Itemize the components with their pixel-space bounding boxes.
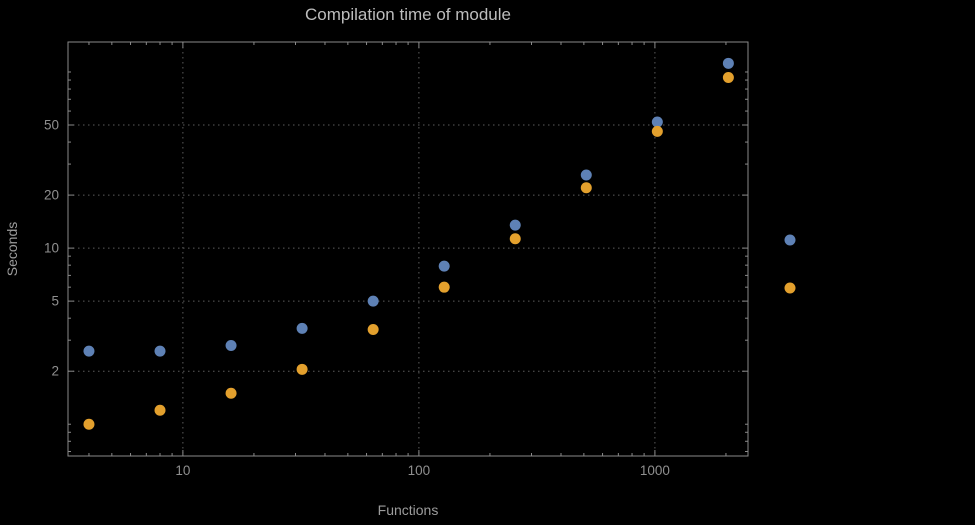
y-axis-label: Seconds <box>4 221 20 277</box>
data-point-blue <box>225 339 237 351</box>
data-point-orange <box>154 404 166 416</box>
data-point-orange <box>651 125 663 137</box>
data-point-blue <box>580 169 592 181</box>
data-point-orange <box>367 323 379 335</box>
data-point-blue <box>154 345 166 357</box>
data-point-orange <box>438 281 450 293</box>
data-point-blue <box>296 322 308 334</box>
data-point-orange <box>722 72 734 84</box>
data-point-blue <box>722 57 734 69</box>
x-tick-label: 1000 <box>640 463 670 478</box>
x-tick-label: 100 <box>408 463 431 478</box>
chart-title: Compilation time of module <box>305 5 511 24</box>
y-tick-label: 10 <box>44 241 59 256</box>
y-tick-label: 20 <box>44 188 59 203</box>
data-point-blue <box>651 116 663 128</box>
legend-marker-orange <box>784 282 796 294</box>
y-tick-label: 2 <box>51 364 59 379</box>
x-axis-label: Functions <box>377 502 439 518</box>
data-point-orange <box>509 233 521 245</box>
data-point-blue <box>367 295 379 307</box>
data-point-blue <box>438 260 450 272</box>
y-tick-label: 50 <box>44 118 59 133</box>
data-point-blue <box>509 219 521 231</box>
data-point-orange <box>580 182 592 194</box>
data-point-orange <box>225 387 237 399</box>
data-point-orange <box>296 363 308 375</box>
data-point-orange <box>83 418 95 430</box>
legend-marker-blue <box>784 234 796 246</box>
x-tick-label: 10 <box>175 463 190 478</box>
y-tick-label: 5 <box>51 294 59 309</box>
plot-frame <box>67 41 749 457</box>
data-point-blue <box>83 345 95 357</box>
